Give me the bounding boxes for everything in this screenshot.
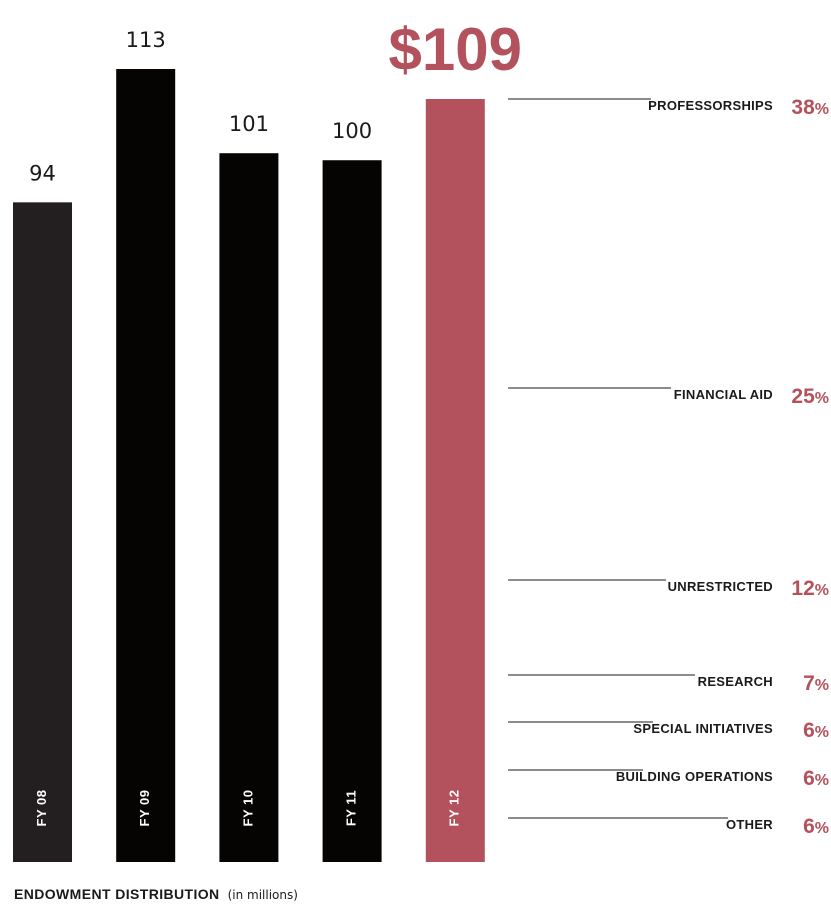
chart-title: ENDOWMENT DISTRIBUTION: [14, 886, 220, 902]
bar-fy-09: [116, 69, 176, 862]
breakdown-label-research: RESEARCH: [698, 674, 773, 689]
bar-fy-08: [13, 202, 72, 862]
bar-fy-12: [425, 99, 485, 862]
breakdown-value-building-operations: 6%: [803, 767, 829, 790]
chart-caption: ENDOWMENT DISTRIBUTION (in millions): [14, 886, 298, 904]
breakdown-label-other: OTHER: [726, 817, 773, 832]
category-label-fy-09: FY 09: [137, 790, 152, 827]
bar-fy-11: [322, 160, 382, 862]
value-label-fy-10: 101: [229, 112, 269, 136]
chart-subtitle: (in millions): [227, 888, 298, 902]
breakdown-label-special-initiatives: SPECIAL INITIATIVES: [633, 721, 773, 736]
breakdown-label-building-operations: BUILDING OPERATIONS: [616, 769, 773, 784]
breakdown-value-financial-aid: 25%: [791, 385, 829, 408]
bar-fy-10: [219, 153, 279, 862]
value-label-fy-12: $109: [389, 16, 522, 83]
breakdown-value-research: 7%: [803, 672, 829, 695]
breakdown-value-unrestricted: 12%: [791, 577, 829, 600]
category-label-fy-12: FY 12: [447, 790, 462, 827]
breakdown-label-financial-aid: FINANCIAL AID: [674, 387, 773, 402]
category-label-fy-10: FY 10: [240, 790, 255, 827]
breakdown-label-unrestricted: UNRESTRICTED: [668, 579, 773, 594]
category-label-fy-08: FY 08: [34, 790, 49, 827]
breakdown-label-professorships: PROFESSORSHIPS: [648, 98, 773, 113]
category-label-fy-11: FY 11: [344, 790, 359, 826]
value-label-fy-09: 113: [126, 28, 166, 52]
breakdown-value-special-initiatives: 6%: [803, 719, 829, 742]
breakdown-value-professorships: 38%: [791, 96, 829, 119]
breakdown-value-other: 6%: [803, 815, 829, 838]
value-label-fy-08: 94: [29, 161, 56, 185]
value-label-fy-11: 100: [332, 119, 372, 143]
